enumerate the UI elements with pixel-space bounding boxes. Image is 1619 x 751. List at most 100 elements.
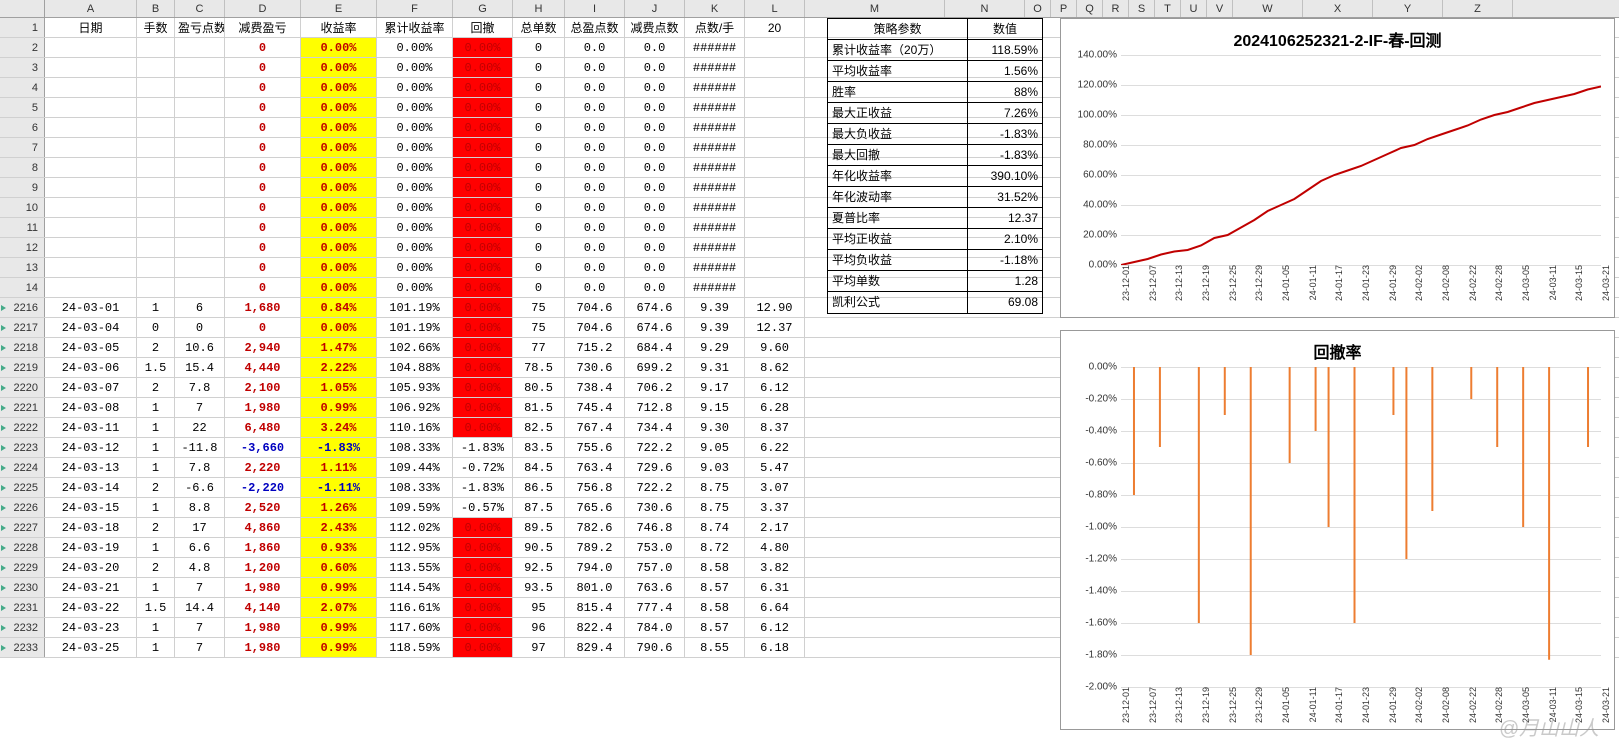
cell[interactable]: 9.60 [745,338,805,357]
cell[interactable]: 0.00% [301,138,377,157]
cell[interactable]: 0 [225,118,301,137]
cell[interactable] [175,278,225,297]
cell[interactable]: 0.00% [301,98,377,117]
cell[interactable]: 2 [137,558,175,577]
cell[interactable] [175,98,225,117]
cell[interactable] [745,78,805,97]
column-header[interactable]: V [1207,0,1233,17]
cell[interactable]: ###### [685,278,745,297]
cell[interactable]: 24-03-21 [45,578,137,597]
cell[interactable]: ###### [685,218,745,237]
cell[interactable]: 0.00% [377,238,453,257]
cell[interactable]: 0.00% [377,278,453,297]
cell[interactable]: 738.4 [565,378,625,397]
cell[interactable]: 1,980 [225,638,301,657]
cell[interactable]: 24-03-22 [45,598,137,617]
cell[interactable]: 0.00% [377,258,453,277]
cell[interactable] [745,198,805,217]
cell[interactable]: 1.47% [301,338,377,357]
cell[interactable]: 6.22 [745,438,805,457]
column-header[interactable]: Q [1077,0,1103,17]
cell[interactable]: 9.29 [685,338,745,357]
cell[interactable]: 829.4 [565,638,625,657]
cell[interactable] [175,118,225,137]
cell[interactable]: 24-03-13 [45,458,137,477]
cell[interactable]: 24-03-23 [45,618,137,637]
cell[interactable]: 8.58 [685,558,745,577]
cell[interactable]: 2.43% [301,518,377,537]
cell[interactable]: 6.28 [745,398,805,417]
cell[interactable]: 盈亏点数 [175,18,225,37]
cell[interactable] [175,78,225,97]
cell[interactable]: 0 [513,118,565,137]
cell[interactable]: 0 [225,278,301,297]
cell[interactable]: 715.2 [565,338,625,357]
cell[interactable]: 24-03-11 [45,418,137,437]
cell[interactable]: 80.5 [513,378,565,397]
cell[interactable]: 86.5 [513,478,565,497]
column-header[interactable]: H [513,0,565,17]
cell[interactable]: 9.39 [685,318,745,337]
cell[interactable]: 累计收益率 [377,18,453,37]
row-header[interactable]: 2220 [0,378,45,397]
cell[interactable]: 0 [225,78,301,97]
cell[interactable]: 1.05% [301,378,377,397]
row-header[interactable]: 2228 [0,538,45,557]
row-header[interactable]: 11 [0,218,45,237]
cell[interactable]: 0.0 [565,278,625,297]
cell[interactable]: 0.00% [301,278,377,297]
row-header[interactable]: 7 [0,138,45,157]
cell[interactable]: 4.80 [745,538,805,557]
cell[interactable]: 118.59% [377,638,453,657]
cell[interactable]: 9.15 [685,398,745,417]
cell[interactable]: 101.19% [377,318,453,337]
cell[interactable]: 4,140 [225,598,301,617]
cell[interactable]: 105.93% [377,378,453,397]
cell[interactable]: 101.19% [377,298,453,317]
cell[interactable]: 755.6 [565,438,625,457]
cell[interactable]: 8.37 [745,418,805,437]
column-header[interactable]: B [137,0,175,17]
row-header[interactable]: 2218 [0,338,45,357]
row-header[interactable]: 2216 [0,298,45,317]
cell[interactable]: 784.0 [625,618,685,637]
cell[interactable]: 8.74 [685,518,745,537]
cell[interactable]: 81.5 [513,398,565,417]
cell[interactable]: 82.5 [513,418,565,437]
cell[interactable]: 0.0 [565,78,625,97]
cell[interactable]: 0.99% [301,398,377,417]
cell[interactable]: 730.6 [565,358,625,377]
cell[interactable]: 24-03-25 [45,638,137,657]
cell[interactable]: 0.00% [301,78,377,97]
cell[interactable] [137,258,175,277]
cell[interactable]: 12.37 [745,318,805,337]
cell[interactable]: 6.31 [745,578,805,597]
row-header[interactable]: 2222 [0,418,45,437]
cell[interactable]: 117.60% [377,618,453,637]
cell[interactable]: 0.00% [453,158,513,177]
row-header[interactable]: 1 [0,18,45,37]
column-header[interactable]: O [1025,0,1051,17]
cell[interactable]: 24-03-05 [45,338,137,357]
column-header[interactable]: I [565,0,625,17]
cell[interactable]: 9.30 [685,418,745,437]
cell[interactable]: 0.0 [565,198,625,217]
cell[interactable]: 815.4 [565,598,625,617]
cell[interactable]: 9.03 [685,458,745,477]
cell[interactable]: 8.57 [685,578,745,597]
cell[interactable] [175,58,225,77]
cell[interactable]: 2 [137,378,175,397]
column-header[interactable]: Y [1373,0,1443,17]
cell[interactable] [745,178,805,197]
cell[interactable] [175,178,225,197]
cell[interactable]: 109.44% [377,458,453,477]
cell[interactable]: 8.75 [685,478,745,497]
cell[interactable]: 0 [513,178,565,197]
cell[interactable]: 8.58 [685,598,745,617]
cell[interactable]: 674.6 [625,318,685,337]
cell[interactable]: -3,660 [225,438,301,457]
column-header[interactable]: Z [1443,0,1513,17]
cell[interactable]: ###### [685,58,745,77]
cell[interactable]: 0.00% [453,378,513,397]
cell[interactable]: 8.55 [685,638,745,657]
